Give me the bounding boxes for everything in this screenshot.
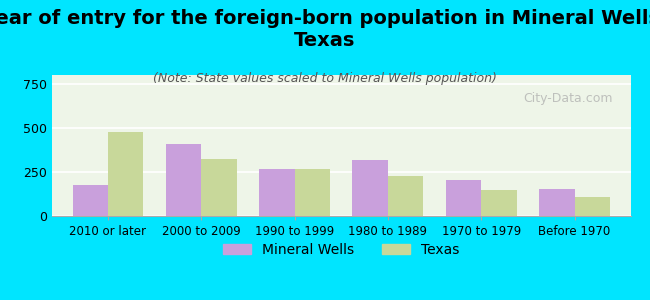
Bar <box>539 189 575 216</box>
Text: City-Data.com: City-Data.com <box>524 92 613 105</box>
Bar <box>352 160 388 216</box>
Bar <box>446 180 481 216</box>
Bar <box>575 196 610 216</box>
Bar <box>108 132 144 216</box>
Bar <box>259 169 294 216</box>
Bar <box>166 144 202 216</box>
Bar <box>73 185 108 216</box>
Bar <box>202 159 237 216</box>
Bar <box>388 176 423 216</box>
Text: (Note: State values scaled to Mineral Wells population): (Note: State values scaled to Mineral We… <box>153 72 497 85</box>
Text: Year of entry for the foreign-born population in Mineral Wells,
Texas: Year of entry for the foreign-born popul… <box>0 9 650 50</box>
Bar <box>481 190 517 216</box>
Legend: Mineral Wells, Texas: Mineral Wells, Texas <box>218 238 465 262</box>
Bar <box>294 169 330 216</box>
